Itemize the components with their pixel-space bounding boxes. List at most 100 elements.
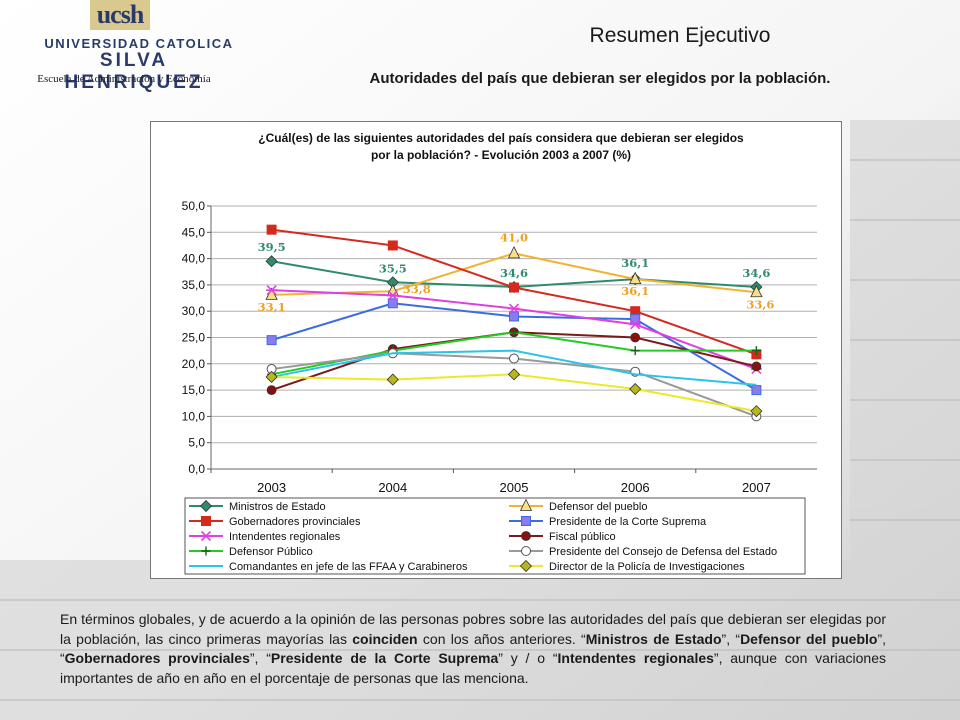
data-label: 33,6 — [746, 297, 774, 311]
legend-marker — [199, 499, 213, 513]
legend-label: Gobernadores provinciales — [229, 516, 361, 528]
line-chart: 0,0 5,0 10,0 15,0 20,0 25,0 30,0 35,0 40,0 45,0 50… — [182, 199, 817, 575]
legend-entry: Presidente de la Corte Suprema — [509, 516, 707, 528]
legend-entry: Gobernadores provinciales — [189, 516, 361, 528]
logo-university-surname: SILVA HENRIQUEZ — [64, 50, 204, 93]
page-title: Resumen Ejecutivo — [589, 24, 771, 47]
page-subtitle: Autoridades del país que debieran ser el… — [369, 70, 831, 87]
x-tick-label: 2004 — [378, 480, 407, 495]
data-point — [266, 285, 278, 296]
data-point — [629, 319, 641, 330]
data-point — [508, 303, 520, 314]
y-tick-label: 0,0 — [188, 462, 205, 476]
summary-text-7: ”, aunque con variaciones importantes de… — [60, 650, 886, 686]
summary-bold-3: Defensor del pueblo — [740, 630, 878, 647]
logo-school-name: Escuela de Administración y Economía — [37, 73, 211, 85]
legend-marker — [521, 531, 531, 541]
summary-text-2: con los años anteriores. “ — [417, 630, 586, 647]
data-point — [265, 255, 278, 268]
data-label: 33,8 — [403, 282, 431, 296]
data-point — [387, 240, 398, 251]
y-tick-label: 10,0 — [182, 409, 206, 423]
series-7 — [266, 348, 762, 422]
y-tick-label: 30,0 — [182, 304, 206, 318]
summary-text-4: ”, “ — [60, 630, 886, 667]
data-label: 34,6 — [742, 266, 770, 280]
data-point — [750, 405, 763, 418]
x-tick-label: 2005 — [500, 480, 529, 495]
y-tick-label: 35,0 — [182, 278, 206, 292]
legend-entry: Comandantes en jefe de las FFAA y Carabi… — [189, 561, 468, 573]
data-label: 34,6 — [500, 266, 528, 280]
y-tick-label: 25,0 — [182, 331, 206, 345]
data-point — [507, 368, 521, 381]
x-tick-label: 2006 — [621, 480, 650, 495]
logo-mark: ucsh — [90, 0, 150, 30]
legend-label: Presidente del Consejo de Defensa del Es… — [549, 546, 777, 558]
data-point — [629, 271, 642, 285]
legend-marker — [519, 559, 533, 573]
data-point — [751, 385, 762, 396]
legend-marker — [201, 516, 211, 526]
data-point — [507, 245, 521, 259]
chart-container: ¿Cuál(es) de las siguientes autoridades … — [150, 121, 842, 579]
data-point — [630, 332, 641, 343]
ucsh-logo: ucsh UNIVERSIDAD CATOLICA SILVA HENRIQUE… — [12, 0, 234, 93]
chart-title-line-1: ¿Cuál(es) de las siguientes autoridades … — [258, 131, 744, 145]
summary-bold-4: Gobernadores provinciales — [64, 650, 250, 666]
data-point — [751, 361, 762, 372]
legend-label: Intendentes regionales — [229, 531, 341, 543]
data-label: 36,1 — [621, 284, 649, 298]
legend-marker — [521, 516, 531, 526]
legend-label: Ministros de Estado — [229, 501, 326, 513]
data-label: 35,5 — [379, 261, 407, 275]
series-line — [271, 331, 757, 376]
legend-entry: Ministros de Estado — [189, 499, 326, 513]
legend-entry: Director de la Policía de Investigacione… — [509, 559, 745, 573]
y-tick-label: 20,0 — [182, 357, 206, 371]
x-tick-label: 2007 — [742, 480, 771, 495]
summary-bold-1: coinciden — [352, 630, 418, 647]
legend-entry: Defensor del pueblo — [509, 498, 647, 513]
summary-paragraph: En términos globales, y de acuerdo a la … — [60, 610, 886, 688]
summary-bold-2: Ministros de Estado — [585, 630, 722, 647]
summary-text-6: ” y / o “ — [498, 650, 558, 666]
legend-marker — [519, 498, 533, 511]
y-tick-label: 15,0 — [182, 383, 206, 397]
series-3 — [266, 298, 762, 396]
data-point — [751, 346, 761, 356]
y-tick-label: 40,0 — [182, 252, 206, 266]
data-label: 39,5 — [258, 240, 286, 254]
data-label: 33,1 — [258, 300, 286, 314]
data-point — [629, 382, 642, 396]
series-9 — [265, 368, 763, 418]
legend-marker — [200, 530, 212, 542]
legend-marker — [201, 546, 211, 556]
y-tick-label: 50,0 — [182, 199, 206, 213]
y-tick-label: 5,0 — [188, 436, 205, 450]
summary-bold-5: Presidente de la Corte Suprema — [270, 650, 499, 666]
legend-label: Comandantes en jefe de las FFAA y Carabi… — [229, 561, 468, 573]
data-point — [387, 298, 398, 309]
data-point — [387, 290, 399, 301]
y-tick-label: 45,0 — [182, 225, 206, 239]
legend-box — [184, 497, 806, 575]
x-tick-label: 2003 — [257, 480, 286, 495]
data-point — [509, 327, 519, 337]
data-label: 41,0 — [500, 230, 528, 244]
data-point — [630, 346, 640, 356]
summary-text-1: En términos globales, y de acuerdo a la … — [60, 611, 886, 647]
series-line — [271, 349, 757, 386]
legend-marker — [521, 546, 531, 556]
summary-text-3: ”, “ — [721, 630, 741, 647]
legend-entry: Defensor Público — [189, 546, 313, 558]
data-point — [266, 224, 277, 235]
legend-label: Director de la Policía de Investigacione… — [549, 561, 745, 573]
data-point — [509, 353, 519, 364]
data-point — [509, 311, 519, 322]
data-point — [265, 370, 278, 384]
data-point — [750, 284, 763, 298]
chart-title: ¿Cuál(es) de las siguientes autoridades … — [211, 130, 791, 164]
logo-university-name: UNIVERSIDAD CATOLICA — [44, 36, 234, 51]
legend-entry: Presidente del Consejo de Defensa del Es… — [509, 546, 777, 558]
